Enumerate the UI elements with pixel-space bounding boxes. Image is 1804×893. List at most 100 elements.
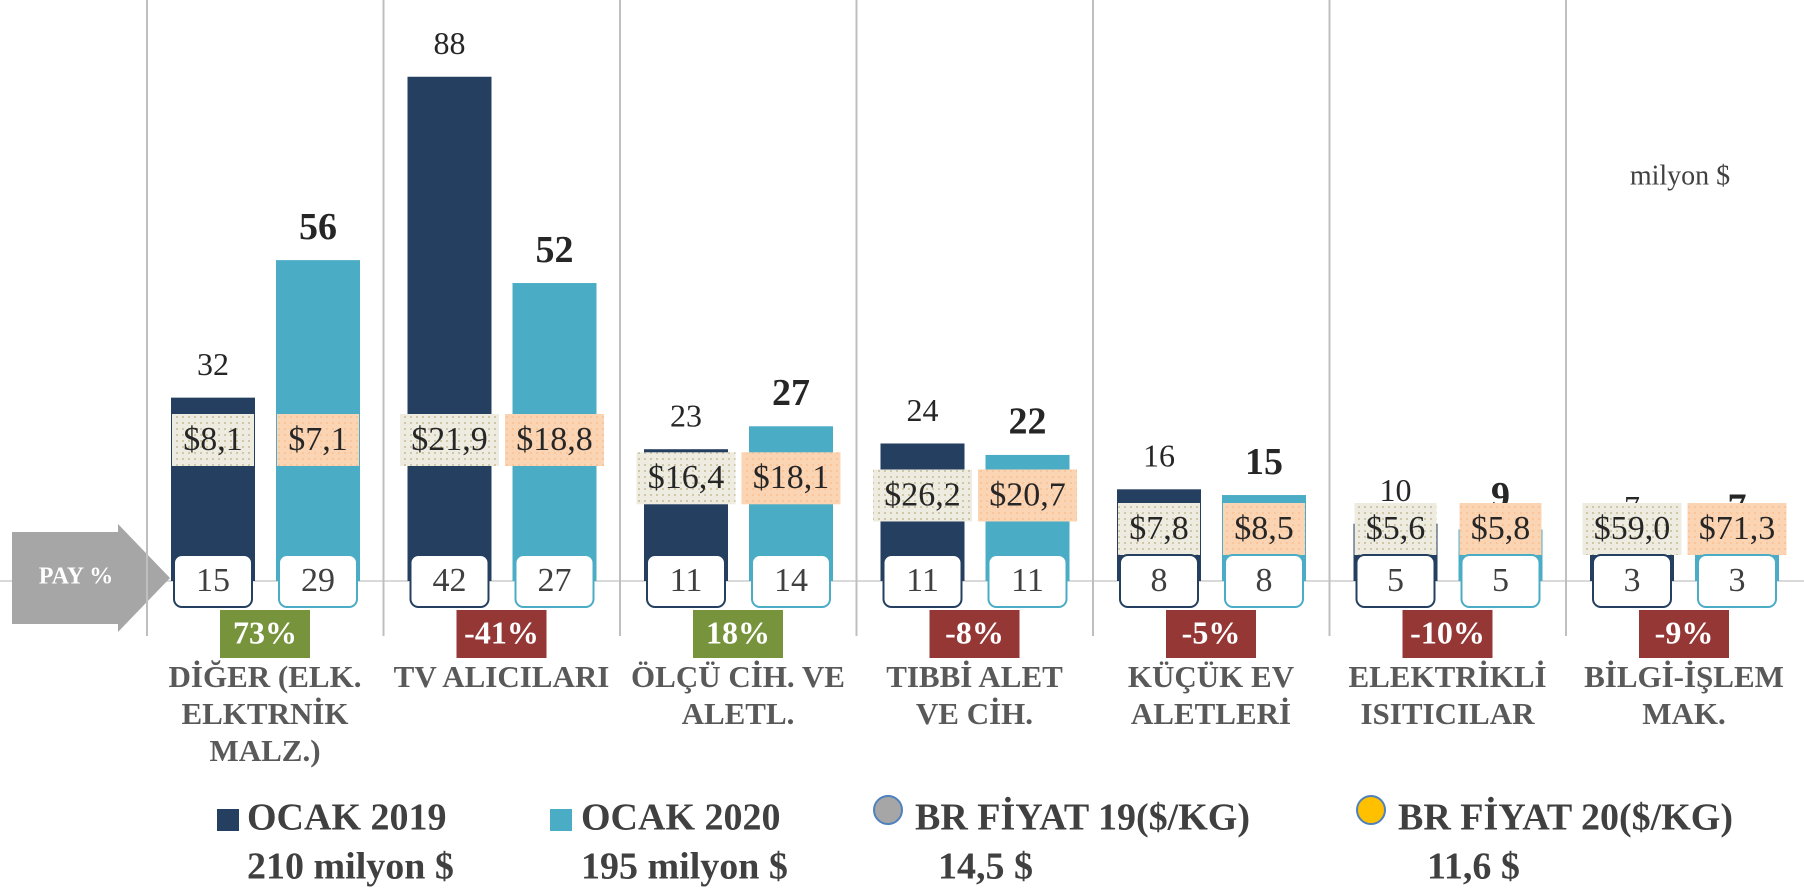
- value-label: 88: [434, 25, 466, 61]
- share-text: 5: [1492, 562, 1509, 599]
- price-label: [1354, 503, 1437, 555]
- price-box: [741, 452, 841, 505]
- price-text: $8,5: [1234, 510, 1294, 547]
- category-label: ISITICILAR: [1360, 696, 1535, 731]
- value-label: 15: [1245, 441, 1283, 483]
- legend-marker: [873, 795, 903, 825]
- value-label: 52: [536, 229, 574, 271]
- legend-total: 195 milyon $: [581, 846, 788, 888]
- change-box: [1639, 610, 1729, 658]
- price-label: [741, 452, 841, 505]
- change-box: [1166, 610, 1256, 658]
- price-box: [1459, 503, 1542, 555]
- category-label: ELKTRNİK: [181, 696, 348, 731]
- value-label: 27: [772, 372, 810, 414]
- share-label: PAY %: [39, 564, 113, 590]
- category-label: ÖLÇÜ CİH. VE: [631, 659, 845, 694]
- value-label: 56: [299, 206, 337, 248]
- share-text: 3: [1729, 562, 1746, 599]
- share-box: [1119, 554, 1199, 608]
- change-box: [1402, 610, 1493, 658]
- price-text: $8,1: [183, 421, 243, 458]
- change-box: [456, 610, 547, 658]
- share-box: [751, 554, 831, 608]
- share-box: [1355, 554, 1436, 608]
- price-label: [1687, 503, 1787, 555]
- price-label: [505, 414, 604, 466]
- share-text: 8: [1256, 562, 1273, 599]
- category-label: MALZ.): [209, 733, 320, 768]
- price-box: [873, 469, 972, 522]
- category-label: ALETL.: [682, 696, 795, 731]
- category-label: MAK.: [1642, 696, 1726, 731]
- share-text: 11: [1011, 562, 1044, 599]
- price-label: [400, 414, 499, 466]
- value-label: 22: [1009, 401, 1047, 443]
- price-text: $7,1: [288, 421, 348, 458]
- price-box: [1354, 503, 1437, 555]
- price-box: [1118, 503, 1200, 555]
- price-text: $59,0: [1594, 510, 1671, 547]
- legend-total: 210 milyon $: [247, 846, 454, 888]
- legend-label: BR FİYAT 20($/KG): [1398, 797, 1733, 839]
- share-text: 3: [1624, 562, 1641, 599]
- share-box: [646, 554, 726, 608]
- price-label: [1459, 503, 1542, 555]
- price-label: [277, 414, 359, 466]
- share-arrow: [12, 524, 170, 632]
- category-label: DİĞER (ELK.: [169, 659, 362, 694]
- value-label: 24: [907, 392, 939, 428]
- category-label: TIBBİ ALET: [886, 659, 1063, 694]
- share-text: 15: [196, 562, 230, 599]
- value-label: 23: [670, 398, 702, 434]
- share-text: 8: [1151, 562, 1168, 599]
- value-label: 32: [197, 346, 229, 382]
- price-label: [978, 469, 1077, 522]
- category-label: ELEKTRİKLİ: [1348, 659, 1546, 694]
- share-box: [1224, 554, 1304, 608]
- price-label: [636, 452, 736, 505]
- value-label: 16: [1143, 438, 1175, 474]
- legend-label: OCAK 2019: [247, 797, 447, 839]
- change-text: 18%: [706, 614, 770, 650]
- price-box: [1223, 503, 1305, 555]
- share-text: 27: [538, 562, 572, 599]
- price-text: $16,4: [648, 459, 725, 496]
- change-text: -10%: [1410, 614, 1485, 650]
- category-label: VE CİH.: [916, 696, 1033, 731]
- legend-total: 11,6 $: [1427, 846, 1520, 888]
- change-box: [220, 610, 310, 658]
- change-text: 73%: [233, 614, 297, 650]
- share-box: [173, 554, 253, 608]
- legend-marker: [217, 809, 239, 831]
- unit-label: milyon $: [1630, 160, 1730, 191]
- price-label: [873, 469, 972, 522]
- price-box: [978, 469, 1077, 522]
- change-text: -8%: [945, 614, 1004, 650]
- legend-marker: [1356, 795, 1386, 825]
- share-text: 29: [301, 562, 335, 599]
- legend-total: 14,5 $: [938, 846, 1033, 888]
- price-text: $7,8: [1129, 510, 1189, 547]
- price-text: $71,3: [1699, 510, 1776, 547]
- legend-label: OCAK 2020: [581, 797, 781, 839]
- price-text: $18,1: [753, 459, 830, 496]
- price-box: [172, 414, 254, 466]
- price-label: [1223, 503, 1305, 555]
- change-box: [693, 610, 783, 658]
- price-text: $20,7: [989, 476, 1066, 513]
- change-text: -41%: [464, 614, 539, 650]
- share-box: [882, 554, 963, 608]
- share-box: [514, 554, 595, 608]
- category-label: TV ALICILARI: [394, 659, 610, 694]
- price-box: [1582, 503, 1682, 555]
- share-box: [1460, 554, 1541, 608]
- price-text: $5,8: [1471, 510, 1531, 547]
- share-box: [1592, 554, 1672, 608]
- share-text: 14: [774, 562, 808, 599]
- price-text: $21,9: [411, 421, 488, 458]
- price-text: $18,8: [516, 421, 593, 458]
- share-box: [987, 554, 1068, 608]
- price-text: $26,2: [884, 476, 961, 513]
